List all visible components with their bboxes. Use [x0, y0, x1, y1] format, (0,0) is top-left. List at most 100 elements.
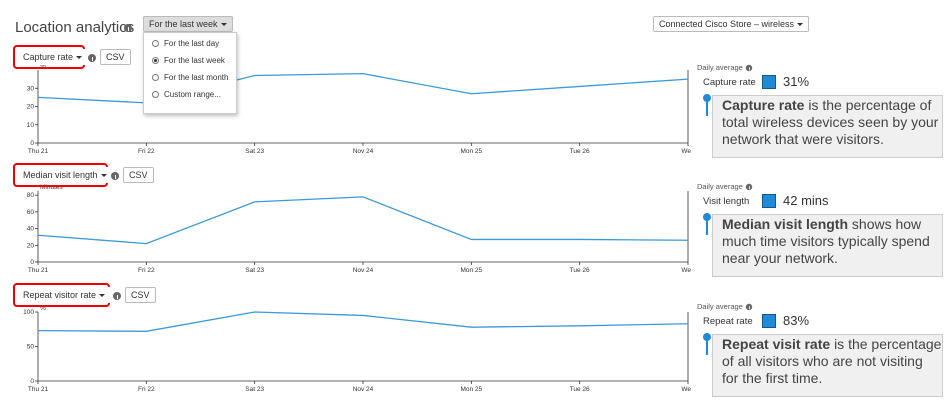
info-icon[interactable]	[745, 303, 753, 311]
x-tick-label: Mon 25	[460, 386, 482, 393]
panel-heading: Daily average	[697, 302, 743, 311]
menu-option[interactable]: For the last month	[152, 73, 228, 82]
panel-label: Capture rate	[703, 77, 756, 88]
y-tick-label: 50	[27, 344, 35, 351]
unit-label: %	[40, 305, 46, 312]
y-tick-label: 30	[27, 85, 35, 92]
callout-stem	[706, 98, 708, 116]
callout: Median visit length shows how much time …	[712, 214, 943, 277]
info-icon[interactable]	[745, 183, 753, 191]
y-tick-label: 40	[27, 226, 35, 233]
csv-button[interactable]: CSV	[125, 287, 156, 303]
unit-label: Minutes	[40, 184, 64, 191]
panel-heading: Daily average	[697, 63, 743, 72]
callout-stem	[706, 217, 708, 235]
x-tick-label: Sat 23	[245, 148, 264, 155]
y-tick-label: 100	[23, 309, 34, 316]
radio	[152, 40, 159, 48]
x-tick-label: Fri 22	[138, 267, 155, 274]
period-menu: For the last day For the last week For the…	[143, 32, 237, 114]
callout-stem	[706, 337, 708, 355]
chart-metric-button[interactable]: Capture rate	[17, 49, 89, 65]
info-icon[interactable]	[745, 64, 753, 72]
menu-option-text: Custom range...	[164, 90, 221, 99]
chart-2: % 0 50 100 Thu 21 Fri 22 Sat 23 Nov 24 Mon 25 Tue…	[23, 305, 695, 393]
info-icon[interactable]	[111, 172, 119, 180]
chart-metric-button[interactable]: Median visit length	[17, 167, 113, 183]
store-button[interactable]: Connected Cisco Store – wireless	[653, 16, 810, 32]
info-icon[interactable]	[124, 24, 132, 32]
chart-metric-text: Median visit length	[23, 170, 98, 180]
panel-heading: Daily average	[697, 182, 743, 191]
x-tick-label: Tue 26	[570, 386, 590, 393]
data-line	[37, 311, 689, 332]
panel-value: 31%	[783, 74, 810, 89]
y-tick-label: 0	[30, 140, 34, 147]
y-tick-label: 60	[27, 209, 35, 216]
color-swatch	[762, 194, 776, 208]
menu-option[interactable]: Custom range...	[152, 90, 221, 99]
color-swatch	[762, 314, 776, 328]
panel-value: 83%	[783, 313, 810, 328]
chart-metric-text: Capture rate	[23, 52, 74, 62]
radio	[152, 57, 159, 65]
menu-option-text: For the last week	[164, 56, 225, 65]
data-line	[37, 72, 689, 104]
period-button[interactable]: For the last week	[143, 16, 233, 32]
x-tick-label: Wed	[681, 148, 695, 155]
info-icon[interactable]	[88, 54, 96, 62]
panel-value: 42 mins	[783, 193, 829, 208]
x-tick-label: Wed	[681, 386, 695, 393]
x-labels: Thu 21 Fri 22 Sat 23 Nov 24 Mon 25 Tue 26 Wed	[28, 148, 695, 155]
period-button-text: For the last week	[149, 19, 218, 29]
x-tick-label: Mon 25	[460, 148, 482, 155]
x-tick-label: Thu 21	[28, 148, 49, 155]
menu-option-text: For the last day	[164, 39, 220, 48]
csv-button[interactable]: CSV	[100, 49, 131, 65]
x-tick-label: Nov 24	[353, 148, 374, 155]
menu-option-text: For the last month	[164, 73, 229, 82]
y-tick-label: 20	[27, 242, 35, 249]
callout-bold: Median visit length	[722, 216, 849, 232]
color-swatch	[762, 75, 776, 89]
callout-dot	[703, 94, 711, 102]
x-tick-label: Thu 21	[28, 267, 49, 274]
x-tick-label: Sat 23	[245, 267, 264, 274]
unit-label: %	[40, 63, 46, 70]
x-tick-label: Fri 22	[138, 386, 155, 393]
y-tick-label: 20	[27, 104, 35, 111]
x-tick-label: Thu 21	[28, 386, 49, 393]
chart-0: % 0 10 20 30 Thu 21 Fri 22 Sat 23 Nov 24 Mon 25 Tu…	[27, 63, 695, 155]
panel-label: Visit length	[703, 196, 750, 207]
callout-bold: Repeat visit rate	[722, 336, 831, 352]
callout-text: is the percentage of total wireless devi…	[722, 97, 939, 147]
callout-text: is the percentage of all visitors who ar…	[722, 336, 942, 386]
chart-1: Minutes 0 20 40 60 80 Thu 21 Fri 22 Sat 23 Nov 24…	[27, 184, 695, 274]
menu-option[interactable]: For the last day	[152, 39, 219, 48]
store-button-text: Connected Cisco Store – wireless	[659, 19, 795, 29]
x-labels: Thu 21 Fri 22 Sat 23 Nov 24 Mon 25 Tue 26 Wed	[28, 386, 695, 393]
x-tick-label: Sat 23	[245, 386, 264, 393]
menu-option[interactable]: For the last week	[152, 56, 225, 65]
callout-dot	[703, 333, 711, 341]
y-tick-label: 80	[27, 192, 35, 199]
data-line	[37, 196, 689, 245]
x-tick-label: Wed	[681, 267, 695, 274]
x-tick-label: Nov 24	[353, 267, 374, 274]
x-tick-label: Mon 25	[460, 267, 482, 274]
info-icon[interactable]	[113, 292, 121, 300]
callout-bold: Capture rate	[722, 97, 805, 113]
x-tick-label: Fri 22	[138, 148, 155, 155]
y-tick-label: 0	[30, 259, 34, 266]
x-tick-label: Tue 26	[570, 267, 590, 274]
callout-dot	[703, 213, 711, 221]
x-labels: Thu 21 Fri 22 Sat 23 Nov 24 Mon 25 Tue 26 Wed	[28, 267, 695, 274]
csv-button[interactable]: CSV	[123, 167, 154, 183]
y-tick-label: 0	[30, 378, 34, 385]
chart-metric-button[interactable]: Repeat visitor rate	[17, 287, 112, 303]
radio	[152, 91, 159, 99]
y-tick-label: 10	[27, 122, 35, 129]
chart-metric-text: Repeat visitor rate	[23, 290, 97, 300]
